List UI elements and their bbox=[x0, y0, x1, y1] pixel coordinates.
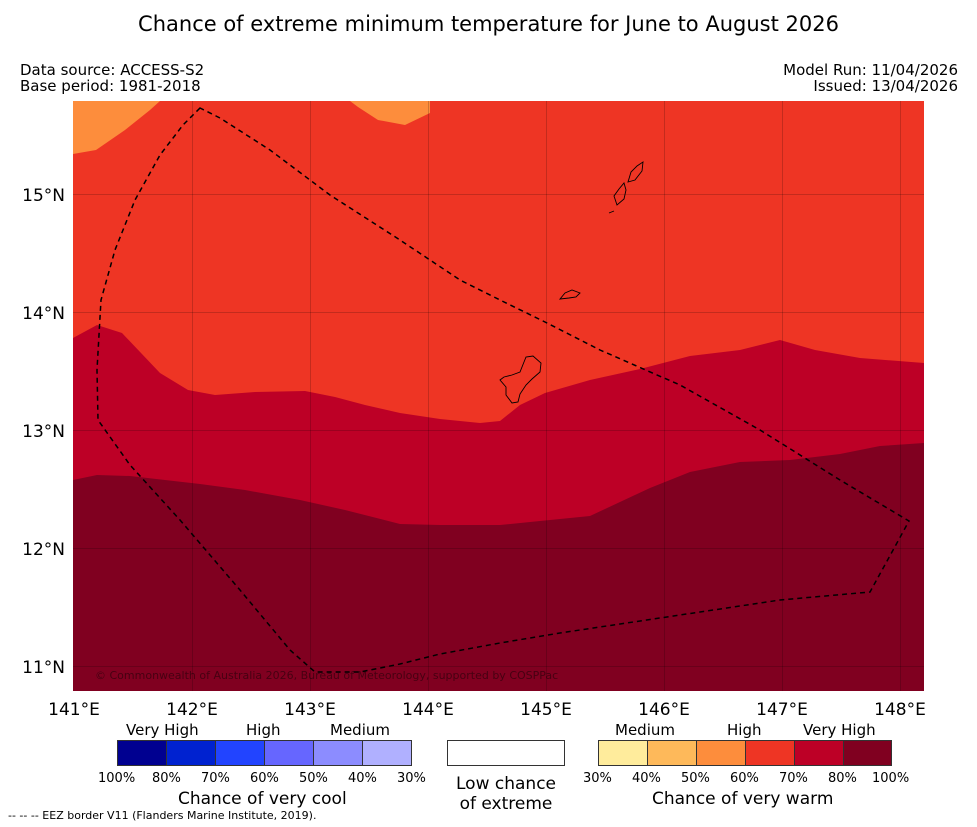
issued-date: Issued: 13/04/2026 bbox=[813, 77, 958, 95]
cool-swatch bbox=[362, 740, 412, 766]
island-tinian bbox=[613, 182, 627, 206]
lon-label: 143°E bbox=[284, 700, 336, 720]
chart-title: Chance of extreme minimum temperature fo… bbox=[138, 12, 839, 36]
cool-pct: 50% bbox=[299, 771, 328, 786]
model-run: Model Run: 11/04/2026 bbox=[783, 61, 958, 79]
warm-swatch bbox=[843, 740, 892, 766]
zone-50-60-north bbox=[350, 101, 430, 125]
warm-swatch bbox=[696, 740, 746, 766]
eez-border bbox=[96, 107, 911, 673]
cool-cat-medium: Medium bbox=[330, 721, 390, 739]
cool-legend-title: Chance of very cool bbox=[178, 789, 347, 809]
warm-pct: 70% bbox=[779, 771, 808, 786]
warm-cat-medium: Medium bbox=[615, 721, 675, 739]
warm-cat-high: High bbox=[727, 721, 762, 739]
cool-pct: 70% bbox=[201, 771, 230, 786]
lon-label: 142°E bbox=[166, 700, 218, 720]
warm-swatch bbox=[745, 740, 795, 766]
lat-label: 11°N bbox=[22, 658, 65, 678]
data-source: Data source: ACCESS-S2 bbox=[20, 61, 205, 79]
base-period: Base period: 1981-2018 bbox=[20, 77, 201, 95]
cool-pct: 60% bbox=[250, 771, 279, 786]
copyright-notice: © Commonwealth of Australia 2026, Bureau… bbox=[95, 669, 558, 682]
cool-cat-very-high: Very High bbox=[126, 721, 199, 739]
neutral-label-line1: Low chance bbox=[456, 774, 556, 794]
probability-map: © Commonwealth of Australia 2026, Bureau… bbox=[73, 101, 924, 691]
lat-label: 14°N bbox=[22, 304, 65, 324]
lon-label: 148°E bbox=[874, 700, 926, 720]
run-info: Model Run: 11/04/2026 Issued: 13/04/2026 bbox=[783, 62, 958, 94]
warm-swatch bbox=[794, 740, 844, 766]
lon-label: 141°E bbox=[48, 700, 100, 720]
eez-footnote: -- -- -- EEZ border V11 (Flanders Marine… bbox=[8, 809, 317, 822]
warm-cat-very-high: Very High bbox=[803, 721, 876, 739]
warm-swatch bbox=[598, 740, 648, 766]
lon-label: 144°E bbox=[402, 700, 454, 720]
warm-pct: 60% bbox=[730, 771, 759, 786]
warm-pct: 50% bbox=[681, 771, 710, 786]
lat-label: 13°N bbox=[22, 422, 65, 442]
island-guam bbox=[499, 355, 542, 404]
cool-pct: 30% bbox=[397, 771, 426, 786]
island-saipan bbox=[627, 161, 644, 183]
cool-swatch bbox=[166, 740, 216, 766]
cool-swatch bbox=[264, 740, 314, 766]
graticule bbox=[73, 101, 924, 691]
cool-swatch bbox=[215, 740, 265, 766]
cool-swatch bbox=[313, 740, 363, 766]
cool-pct: 40% bbox=[348, 771, 377, 786]
warm-pct: 80% bbox=[828, 771, 857, 786]
island-rota bbox=[558, 289, 581, 300]
lat-label: 15°N bbox=[22, 186, 65, 206]
warm-pct: 40% bbox=[632, 771, 661, 786]
zone-80-100 bbox=[73, 443, 924, 691]
cool-swatch bbox=[117, 740, 167, 766]
neutral-swatch bbox=[447, 740, 565, 766]
warm-swatch bbox=[647, 740, 697, 766]
lon-label: 146°E bbox=[638, 700, 690, 720]
cool-pct: 100% bbox=[98, 771, 136, 786]
lon-label: 145°E bbox=[520, 700, 572, 720]
island-aguijan bbox=[608, 210, 615, 214]
cool-pct: 80% bbox=[152, 771, 181, 786]
latitude-labels: 15°N 14°N 13°N 12°N 11°N bbox=[22, 186, 65, 678]
source-info: Data source: ACCESS-S2 Base period: 1981… bbox=[20, 62, 204, 94]
warm-legend-title: Chance of very warm bbox=[652, 789, 834, 809]
zone-50-60-northwest bbox=[73, 101, 160, 154]
neutral-label-line2: of extreme bbox=[459, 794, 553, 814]
cool-cat-high: High bbox=[246, 721, 281, 739]
longitude-labels: 141°E 142°E 143°E 144°E 145°E 146°E 147°… bbox=[48, 700, 926, 720]
warm-pct: 100% bbox=[872, 771, 910, 786]
lon-label: 147°E bbox=[756, 700, 808, 720]
lat-label: 12°N bbox=[22, 540, 65, 560]
islands bbox=[499, 161, 644, 404]
warm-pct: 30% bbox=[583, 771, 612, 786]
